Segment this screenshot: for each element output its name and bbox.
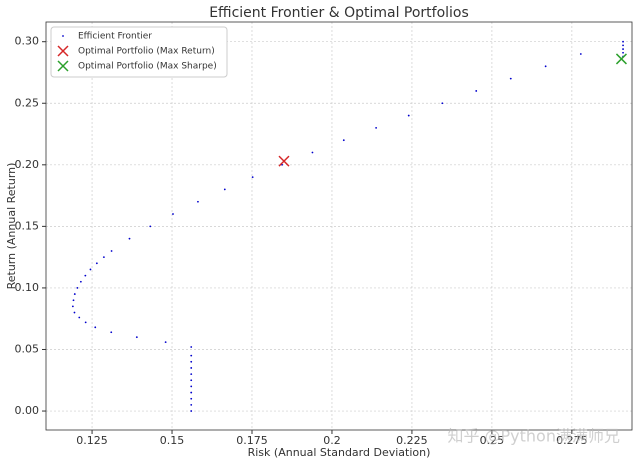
point bbox=[197, 200, 199, 203]
point bbox=[149, 225, 152, 228]
point bbox=[94, 326, 97, 329]
legend-box bbox=[50, 26, 228, 78]
point bbox=[622, 44, 624, 47]
point bbox=[311, 151, 314, 154]
point bbox=[441, 102, 444, 105]
marker-cross bbox=[57, 45, 69, 57]
x-tick-label: 0.15 bbox=[160, 434, 185, 447]
point bbox=[110, 331, 113, 334]
point bbox=[76, 287, 79, 289]
x-tick-label: 0.175 bbox=[236, 434, 268, 447]
point bbox=[375, 126, 378, 129]
marker bbox=[278, 155, 290, 167]
marker bbox=[57, 60, 69, 72]
point bbox=[89, 268, 92, 271]
point bbox=[78, 316, 81, 319]
point bbox=[62, 35, 64, 37]
y-tick-label: 0.25 bbox=[15, 96, 40, 109]
point bbox=[73, 293, 76, 295]
point bbox=[622, 51, 624, 54]
marker bbox=[57, 45, 69, 57]
y-tick-label: 0.15 bbox=[15, 219, 40, 232]
point bbox=[475, 90, 478, 92]
point bbox=[190, 360, 193, 363]
watermark: 知乎 @Python满满师兄 bbox=[447, 427, 620, 446]
point bbox=[190, 346, 193, 348]
legend-label: Optimal Portfolio (Max Sharpe) bbox=[78, 62, 217, 72]
marker-cross bbox=[615, 53, 627, 65]
point bbox=[102, 256, 105, 259]
marker bbox=[615, 53, 627, 65]
point bbox=[509, 77, 512, 80]
y-axis-label: Return (Annual Return) bbox=[5, 163, 18, 290]
legend-label: Efficient Frontier bbox=[78, 32, 152, 42]
point bbox=[79, 280, 82, 283]
point bbox=[251, 176, 254, 179]
point bbox=[164, 341, 167, 343]
point bbox=[190, 379, 193, 382]
plot-frame bbox=[45, 21, 633, 431]
point bbox=[622, 48, 624, 50]
legend: Efficient Frontier Optimal Portfolio (Max… bbox=[50, 26, 228, 78]
point bbox=[579, 53, 582, 55]
y-tick-label: 0.00 bbox=[15, 404, 40, 417]
point bbox=[128, 237, 131, 240]
point bbox=[135, 336, 138, 339]
point bbox=[544, 65, 547, 68]
x-tick-label: 0.125 bbox=[76, 434, 108, 447]
x-tick-label: 0.25 bbox=[480, 434, 505, 447]
point bbox=[407, 114, 410, 117]
x-tick-label: 0.2 bbox=[323, 434, 341, 447]
point bbox=[190, 403, 193, 406]
x-tick-label: 0.275 bbox=[556, 434, 588, 447]
point bbox=[73, 311, 76, 314]
marker-cross bbox=[57, 60, 69, 72]
point bbox=[72, 299, 75, 302]
point bbox=[342, 139, 345, 142]
y-tick-label: 0.10 bbox=[15, 281, 40, 294]
legend-label: Optimal Portfolio (Max Return) bbox=[78, 47, 215, 57]
point bbox=[190, 354, 193, 357]
point bbox=[172, 213, 174, 215]
point bbox=[71, 305, 74, 308]
point bbox=[622, 40, 624, 43]
point bbox=[190, 373, 193, 376]
x-tick-label: 0.225 bbox=[396, 434, 428, 447]
x-axis-label: Risk (Annual Standard Deviation) bbox=[248, 446, 431, 459]
point bbox=[190, 391, 193, 394]
point bbox=[223, 188, 226, 191]
y-tick-label: 0.05 bbox=[15, 342, 40, 355]
point bbox=[110, 250, 113, 252]
point bbox=[190, 397, 193, 400]
point bbox=[95, 262, 98, 265]
point bbox=[190, 385, 193, 388]
point bbox=[190, 367, 193, 369]
point bbox=[190, 410, 193, 412]
point bbox=[84, 274, 87, 277]
chart-title: Efficient Frontier & Optimal Portfolios bbox=[209, 5, 469, 21]
y-tick-label: 0.30 bbox=[15, 35, 40, 48]
y-tick-label: 0.20 bbox=[15, 158, 40, 171]
marker-cross bbox=[278, 155, 290, 167]
point bbox=[84, 321, 87, 324]
